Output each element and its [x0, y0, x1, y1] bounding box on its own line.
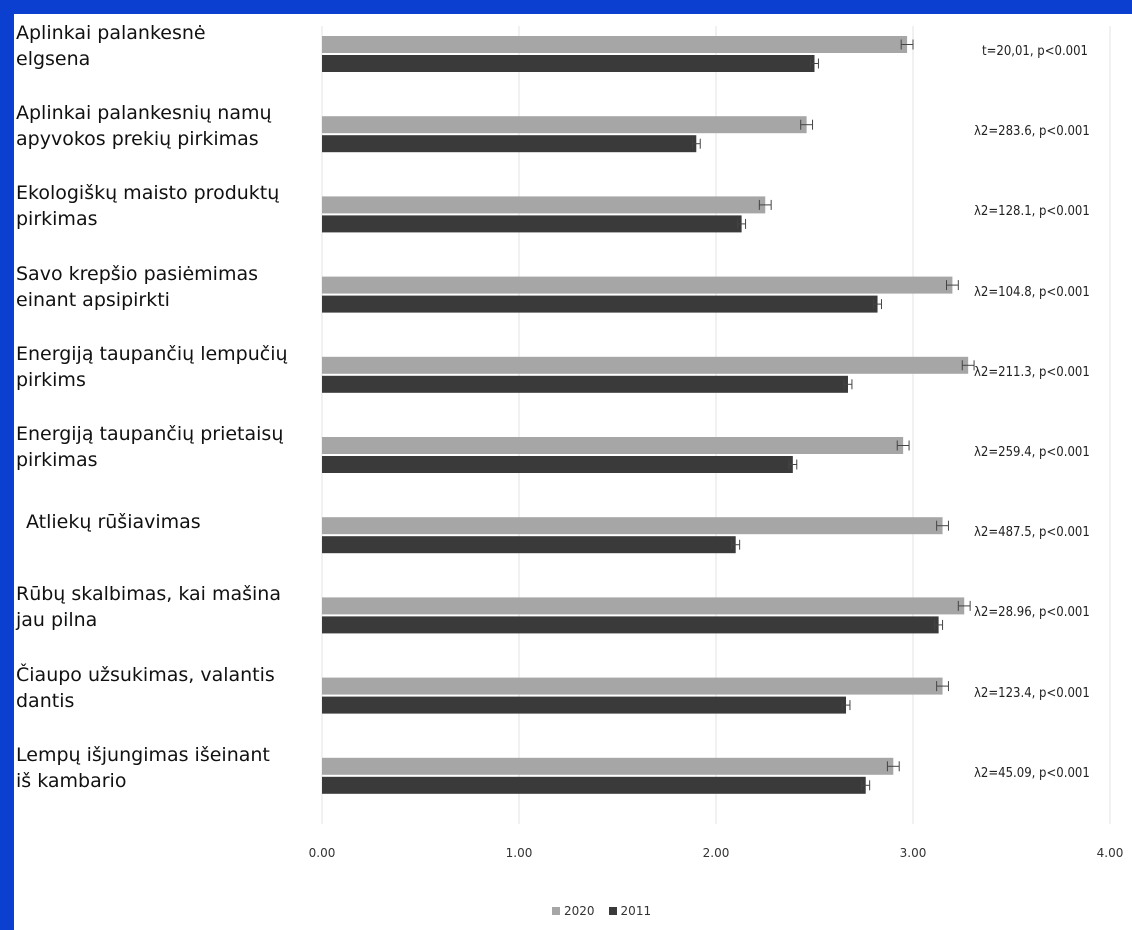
error-bar-2020 [936, 520, 949, 531]
stat-annotation: λ2=211.3, p<0.001 [974, 364, 1090, 380]
error-bar-2020 [758, 199, 772, 210]
stat-annotation: λ2=283.6, p<0.001 [974, 124, 1090, 140]
bar-2011 [322, 616, 939, 634]
category-label-line: elgsena [16, 48, 91, 70]
category-label-line: pirkimas [16, 208, 98, 231]
error-bar-2020 [886, 761, 900, 772]
bar-2020 [322, 757, 894, 775]
error-bar-2020 [800, 119, 814, 130]
legend-swatch-2011 [608, 907, 617, 915]
bar-2020 [322, 437, 904, 454]
x-tick-label: 2.00 [703, 846, 730, 860]
error-bar-2011 [691, 138, 701, 149]
category-label: Atliekų rūšiavimas [26, 509, 326, 535]
bar-2011 [322, 776, 866, 794]
bar-2020 [322, 517, 943, 535]
error-bar-2020 [896, 440, 910, 451]
x-tick-label: 0.00 [309, 846, 336, 860]
category-label-line: Lempų išjungimas išeinant [16, 743, 270, 766]
error-bar-2020 [961, 360, 975, 371]
category-label: Energiją taupančių prietaisų pirkimas [16, 421, 316, 473]
x-tick-label: 1.00 [506, 846, 533, 860]
bar-2011 [322, 696, 847, 714]
legend-swatch-2020 [552, 907, 560, 915]
bar-2020 [322, 356, 969, 374]
error-bar-2011 [731, 539, 741, 550]
bar-2020 [322, 276, 953, 294]
bars [322, 36, 969, 794]
bar-2020 [322, 597, 965, 615]
category-label-line: dantis [16, 689, 75, 712]
stat-annotation: λ2=123.4, p<0.001 [974, 685, 1090, 701]
stat-annotation: λ2=128.1, p<0.001 [974, 204, 1090, 220]
bar-2011 [322, 215, 742, 233]
error-bar-2020 [945, 280, 959, 291]
error-bar-2011 [861, 780, 871, 791]
category-label-line: apyvokos prekių pirkimas [16, 128, 259, 151]
stat-annotation: t=20,01, p<0.001 [982, 44, 1088, 59]
category-label-line: jau pilna [16, 609, 98, 632]
category-label-line: Energiją taupančių lempučių [16, 342, 288, 365]
bar-2011 [322, 135, 697, 153]
error-bar-2011 [788, 459, 798, 470]
category-label: Aplinkai palankesnių namų apyvokos prekių… [16, 100, 316, 152]
category-label-line: Savo krepšio pasiėmimas [16, 262, 259, 285]
bar-2011 [322, 536, 736, 554]
category-label: Lempų išjungimas išeinant iš kambario [16, 742, 316, 794]
bar-2011 [322, 295, 878, 313]
bar-2020 [322, 677, 943, 695]
category-label: Ekologiškų maisto produktų pirkimas [16, 180, 316, 232]
stat-annotation: λ2=487.5, p<0.001 [974, 525, 1090, 541]
error-bar-2011 [737, 218, 747, 229]
category-label-line: einant apsipirkti [16, 288, 170, 311]
category-label: Energiją taupančių lempučių pirkims [16, 341, 316, 393]
bar-2020 [322, 36, 908, 53]
category-label-line: Rūbų skalbimas, kai mašina [16, 583, 281, 606]
category-label-line: Atliekų rūšiavimas [26, 511, 201, 534]
category-label-line: Aplinkai palankesnė [16, 22, 206, 44]
bar-2011 [322, 375, 848, 393]
error-bar-2020 [957, 600, 971, 611]
error-bar-2020 [900, 39, 914, 50]
error-bar-2011 [873, 299, 882, 310]
error-bar-2011 [841, 700, 851, 711]
error-bar-2011 [810, 58, 819, 69]
bar-chart: 0.00 1.00 2.00 3.00 4.00 [309, 26, 1124, 860]
error-bar-2020 [936, 681, 949, 692]
category-label-line: Čiaupo užsukimas, valantis [16, 663, 275, 686]
category-label-line: pirkims [16, 368, 86, 391]
error-bar-2011 [934, 619, 944, 630]
category-label: Aplinkai palankesnė elgsena [16, 20, 316, 72]
category-label-line: Aplinkai palankesnių namų [16, 102, 272, 125]
x-axis-ticks: 0.00 1.00 2.00 3.00 4.00 [309, 846, 1124, 860]
stat-annotation: λ2=104.8, p<0.001 [974, 284, 1090, 300]
stat-annotation: λ2=28.96, p<0.001 [974, 605, 1090, 621]
error-bar-2011 [843, 379, 853, 390]
bar-2011 [322, 456, 793, 473]
bar-2020 [322, 116, 807, 134]
category-label: Rūbų skalbimas, kai mašina jau pilna [16, 581, 316, 633]
bar-2020 [322, 196, 766, 214]
category-label-line: Ekologiškų maisto produktų [16, 182, 280, 205]
x-tick-label: 3.00 [900, 846, 927, 860]
legend-label-2020: 2020 [564, 904, 595, 918]
x-tick-label: 4.00 [1097, 846, 1124, 860]
legend-label-2011: 2011 [620, 904, 652, 918]
stat-annotation: λ2=45.09, p<0.001 [974, 765, 1090, 781]
legend: 2020 2011 [552, 904, 651, 918]
category-label-line: Energiją taupančių prietaisų [16, 423, 284, 445]
category-label: Čiaupo užsukimas, valantis dantis [16, 662, 316, 714]
stat-annotation: λ2=259.4, p<0.001 [974, 445, 1090, 460]
category-label-line: pirkimas [16, 449, 98, 471]
category-label-line: iš kambario [16, 769, 127, 792]
error-bars [691, 39, 975, 791]
category-label: Savo krepšio pasiėmimas einant apsipirkti [16, 261, 316, 313]
chart-panel: 0.00 1.00 2.00 3.00 4.00 Aplinkai palankesnė… [14, 14, 1132, 930]
bar-2011 [322, 55, 815, 72]
